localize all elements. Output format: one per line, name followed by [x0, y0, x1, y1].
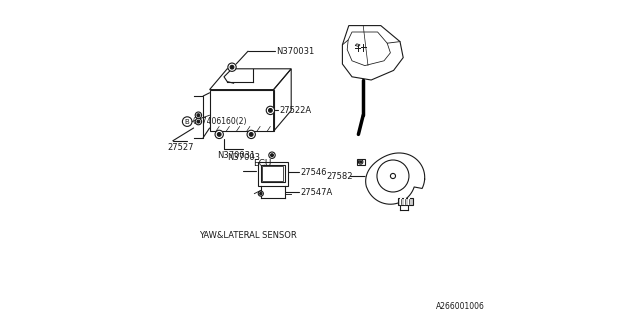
Circle shape: [218, 132, 221, 136]
Text: 27582: 27582: [326, 172, 353, 181]
Circle shape: [247, 130, 255, 139]
Bar: [357, 159, 365, 165]
Text: B: B: [185, 119, 189, 124]
Circle shape: [230, 65, 234, 69]
Circle shape: [390, 173, 396, 179]
Text: 27547A: 27547A: [300, 188, 332, 196]
Text: 27546: 27546: [300, 168, 326, 177]
Circle shape: [195, 112, 202, 118]
Circle shape: [228, 63, 236, 71]
Bar: [261, 165, 285, 182]
Circle shape: [215, 130, 223, 139]
Circle shape: [377, 160, 409, 192]
Bar: [262, 166, 283, 181]
Bar: [258, 162, 288, 186]
Circle shape: [260, 192, 262, 195]
Circle shape: [197, 114, 200, 117]
Text: N370031: N370031: [276, 47, 314, 56]
Circle shape: [358, 160, 363, 164]
Circle shape: [250, 132, 253, 136]
Polygon shape: [365, 153, 425, 204]
Circle shape: [195, 118, 202, 125]
Circle shape: [197, 120, 200, 123]
Text: 047406160(2): 047406160(2): [193, 117, 247, 126]
Text: YAW&LATERAL SENSOR: YAW&LATERAL SENSOR: [199, 231, 297, 240]
Text: N37003: N37003: [227, 153, 260, 162]
Circle shape: [259, 191, 264, 196]
Circle shape: [266, 106, 275, 115]
Circle shape: [269, 152, 275, 158]
Circle shape: [269, 108, 272, 112]
Bar: [398, 198, 413, 205]
Text: ECU: ECU: [253, 159, 271, 168]
Text: A266001006: A266001006: [436, 302, 484, 311]
Text: 27527: 27527: [167, 143, 193, 152]
Text: 27522A: 27522A: [280, 106, 312, 115]
Circle shape: [271, 154, 273, 157]
Circle shape: [360, 161, 362, 163]
Text: N370031: N370031: [217, 151, 255, 160]
